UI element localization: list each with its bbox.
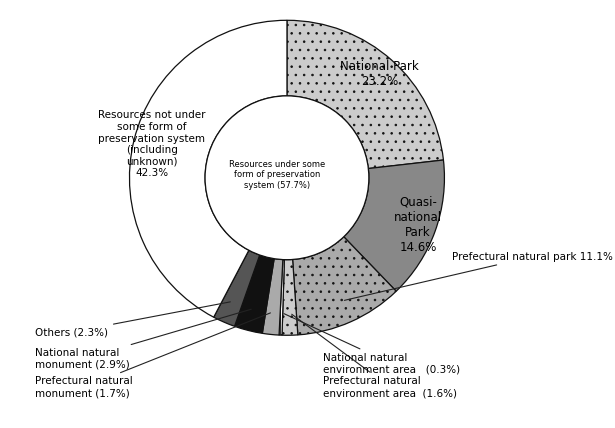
Text: Prefectural natural park 11.1%: Prefectural natural park 11.1% [344,252,613,300]
Wedge shape [279,259,284,335]
Text: Prefectural natural
monument (1.7%): Prefectural natural monument (1.7%) [35,313,271,398]
Wedge shape [263,259,283,335]
Wedge shape [130,20,287,317]
Wedge shape [234,255,274,333]
Text: Prefectural natural
environment area  (1.6%): Prefectural natural environment area (1.… [292,314,457,398]
Wedge shape [213,250,260,326]
Text: Resources not under
some form of
preservation system
(including
unknown)
42.3%: Resources not under some form of preserv… [98,110,205,178]
Text: National natural
environment area   (0.3%): National natural environment area (0.3%) [284,314,460,374]
Text: Resources under some
form of preservation
system (57.7%): Resources under some form of preservatio… [229,160,325,190]
Wedge shape [344,160,445,291]
Wedge shape [282,259,298,335]
Wedge shape [287,20,443,169]
Text: Quasi-
national
Park
14.6%: Quasi- national Park 14.6% [394,196,442,254]
Text: Others (2.3%): Others (2.3%) [35,302,230,337]
Wedge shape [293,237,396,335]
Text: National Park
23.2%: National Park 23.2% [340,60,419,88]
Circle shape [205,96,369,260]
Text: National natural
monument (2.9%): National natural monument (2.9%) [35,309,251,370]
